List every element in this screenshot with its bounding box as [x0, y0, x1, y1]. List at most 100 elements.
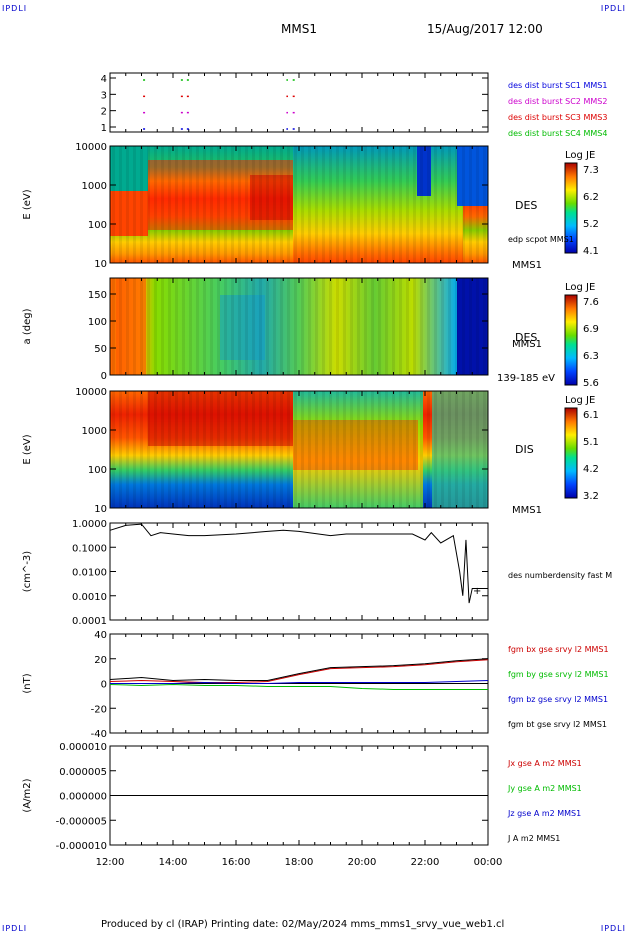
fgm-y-tick-label: -20	[91, 704, 107, 715]
dis-energy-y-tick-label: 1000	[82, 426, 107, 437]
des-energy-y-label: E (eV)	[22, 189, 33, 219]
current-legend-entry: Jx gse A m2 MMS1	[507, 759, 582, 768]
current-y-tick-label: 0.000000	[59, 792, 107, 803]
burst-legend-entry: des dist burst SC3 MMS3	[508, 113, 607, 122]
time-axis-label: 12:00	[96, 857, 125, 868]
des-pitch-sc-label: MMS1	[512, 339, 542, 350]
current-y-tick-label: 0.000010	[59, 742, 107, 753]
fgm-y-tick-label: 40	[94, 630, 107, 641]
current-legend-entry: Jz gse A m2 MMS1	[507, 809, 581, 818]
des-pitch-y-tick-label: 0	[101, 371, 107, 382]
burst-legend-entry: des dist burst SC4 MMS4	[508, 129, 607, 138]
dis-energy-colorbar	[564, 407, 578, 499]
fgm-series-line	[110, 680, 489, 684]
burst-y-tick-label: 2	[101, 107, 107, 118]
dis-energy-spectrogram	[110, 391, 488, 508]
footer-credit: Produced by cl (IRAP) Printing date: 02/…	[101, 919, 505, 930]
mission-title: MMS1	[281, 22, 317, 36]
dis-energy-sc-label: MMS1	[512, 505, 542, 516]
density-y-tick-label: 0.0010	[72, 592, 107, 603]
burst-y-tick-label: 4	[101, 74, 107, 85]
burst-y-tick-label: 1	[101, 123, 107, 134]
time-axis-label: 18:00	[285, 857, 314, 868]
burst-frame	[109, 72, 489, 133]
des-energy-colorbar-tick: 7.3	[583, 165, 599, 176]
des-pitch-colorbar-tick: 7.6	[583, 297, 599, 308]
fgm-series-line	[109, 658, 489, 682]
dis-energy-colorbar-tick: 5.1	[583, 437, 599, 448]
time-axis-label: 20:00	[348, 857, 377, 868]
density-y-tick-label: 0.1000	[72, 543, 107, 554]
des-pitch-spectrogram	[110, 278, 488, 375]
fgm-y-tick-label: -40	[91, 729, 107, 740]
des-pitch-colorbar-tick: 6.3	[583, 351, 599, 362]
edp-overlay-label: edp scpot MMS1	[508, 235, 574, 244]
fgm-series-line	[109, 659, 489, 684]
fgm-legend-entry: fgm bt gse srvy l2 MMS1	[508, 720, 607, 729]
des-pitch-colorbar	[564, 294, 578, 386]
fgm-y-label: (nT)	[22, 673, 33, 693]
burst-y-tick-label: 3	[101, 90, 107, 101]
current-legend-entry: J A m2 MMS1	[507, 834, 560, 843]
time-axis-label: 16:00	[222, 857, 251, 868]
dis-energy-instrument-label: DIS	[515, 443, 534, 456]
density-frame	[109, 522, 489, 621]
density-y-tick-label: 1.0000	[72, 519, 107, 530]
dis-energy-colorbar-tick: 3.2	[583, 491, 599, 502]
current-y-tick-label: -0.000010	[56, 841, 107, 852]
density-series-line	[109, 523, 488, 604]
current-y-tick-label: -0.000005	[56, 816, 107, 827]
density-y-tick-label: 0.0100	[72, 568, 107, 579]
corner-label-top-right: IPDLI	[600, 4, 626, 13]
des-energy-colorbar-tick: 5.2	[583, 219, 599, 230]
fgm-legend-entry: fgm bx gse srvy l2 MMS1	[508, 645, 609, 654]
des-pitch-y-tick-label: 100	[88, 317, 107, 328]
des-energy-y-tick-label: 10	[94, 259, 107, 270]
fgm-y-tick-label: 20	[94, 655, 107, 666]
des-energy-y-tick-label: 100	[88, 220, 107, 231]
density-legend-entry: des numberdensity fast M	[508, 571, 612, 580]
fgm-legend-entry: fgm by gse srvy l2 MMS1	[508, 670, 609, 679]
current-y-label: (A/m2)	[22, 778, 33, 812]
current-legend-entry: Jy gse A m2 MMS1	[507, 784, 582, 793]
des-pitch-colorbar-tick: 5.6	[583, 378, 599, 389]
fgm-series-line	[109, 683, 488, 690]
des-energy-colorbar-tick: 4.1	[583, 246, 599, 257]
burst-legend-entry: des dist burst SC2 MMS2	[508, 97, 607, 106]
dis-energy-y-tick-label: 100	[88, 465, 107, 476]
des-pitch-instrument-label: DES	[515, 331, 537, 344]
date-title: 15/Aug/2017 12:00	[427, 22, 543, 36]
dis-energy-colorbar-tick: 6.1	[583, 410, 599, 421]
corner-label-bottom-left: IPDLI	[2, 924, 28, 933]
density-y-tick-label: 0.0001	[72, 616, 107, 627]
dis-energy-colorbar-title: Log JE	[565, 395, 595, 406]
des-energy-colorbar-tick: 6.2	[583, 192, 599, 203]
fgm-legend-entry: fgm bz gse srvy l2 MMS1	[508, 695, 608, 704]
des-pitch-y-tick-label: 150	[88, 290, 107, 301]
des-pitch-y-label: a (deg)	[22, 308, 33, 344]
des-pitch-colorbar-tick: 6.9	[583, 324, 599, 335]
des-pitch-colorbar-title: Log JE	[565, 282, 595, 293]
dis-energy-colorbar-tick: 4.2	[583, 464, 599, 475]
time-axis-label: 22:00	[411, 857, 440, 868]
pitch-energy-range: 139-185 eV	[497, 373, 555, 384]
des-energy-y-tick-label: 10000	[75, 142, 107, 153]
des-energy-sc-label: MMS1	[512, 260, 542, 271]
corner-label-bottom-right: IPDLI	[600, 924, 626, 933]
dis-energy-y-label: E (eV)	[22, 434, 33, 464]
dis-energy-y-tick-label: 10	[94, 504, 107, 515]
des-pitch-y-tick-label: 50	[94, 344, 107, 355]
fgm-y-tick-label: 0	[101, 680, 107, 691]
dis-energy-y-tick-label: 10000	[75, 387, 107, 398]
corner-label-top-left: IPDLI	[2, 4, 28, 13]
time-axis-label: 14:00	[159, 857, 188, 868]
des-energy-y-tick-label: 1000	[82, 181, 107, 192]
burst-legend-entry: des dist burst SC1 MMS1	[508, 81, 607, 90]
current-y-tick-label: 0.000005	[59, 767, 107, 778]
des-energy-instrument-label: DES	[515, 199, 537, 212]
time-axis-label: 00:00	[474, 857, 503, 868]
density-plus-marker: +	[473, 586, 481, 597]
des-energy-spectrogram	[110, 146, 488, 263]
density-y-label: (cm^-3)	[22, 551, 33, 592]
